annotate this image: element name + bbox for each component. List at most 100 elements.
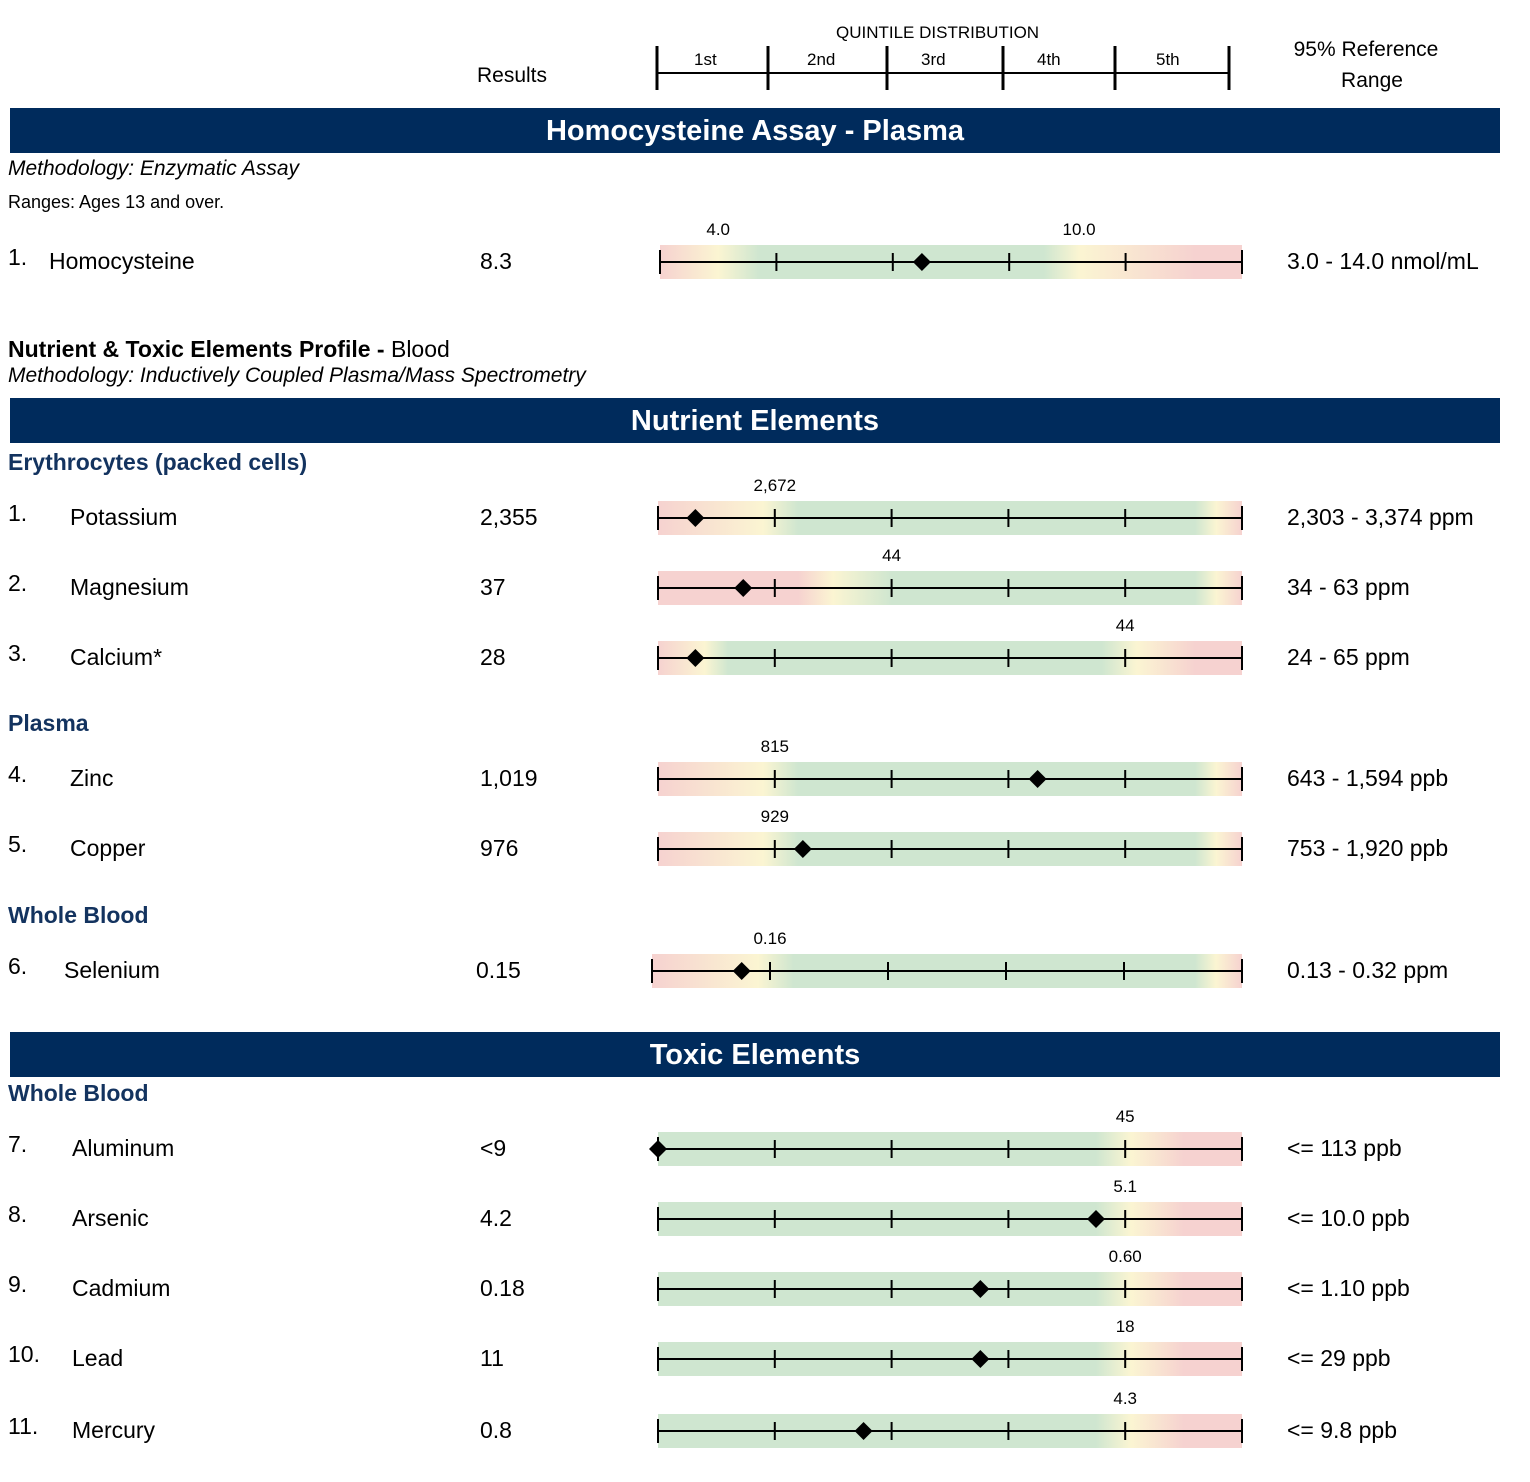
selenium-gauge	[651, 954, 1243, 988]
cadmium-result-marker	[971, 1280, 990, 1298]
subhead-whole-blood-nutrient: Whole Blood	[8, 902, 149, 928]
profile-title: Nutrient & Toxic Elements Profile - Bloo…	[8, 336, 450, 363]
homocysteine-result: 8.3	[480, 248, 512, 274]
lead-name: Lead	[72, 1345, 124, 1371]
lead-result-marker	[971, 1350, 990, 1368]
copper-result-marker	[793, 840, 812, 858]
selenium-reference-range: 0.13 - 0.32 ppm	[1287, 957, 1449, 983]
selenium-name: Selenium	[64, 957, 160, 983]
homocysteine-number: 1.	[8, 244, 28, 270]
reference-range-header-line2: Range	[1341, 69, 1403, 92]
profile-title-suffix: Blood	[390, 336, 450, 362]
cadmium-threshold-label: 0.60	[1108, 1247, 1142, 1266]
magnesium-gauge	[657, 571, 1243, 605]
lead-threshold-label: 18	[1115, 1317, 1135, 1336]
copper-threshold-label: 929	[760, 807, 789, 826]
lead-reference-range: <= 29 ppb	[1287, 1345, 1391, 1371]
reference-range-header-line1: 95% Reference	[1293, 38, 1439, 61]
calcium-result-marker	[686, 649, 705, 667]
quintile-label-1st: 1st	[694, 50, 717, 69]
subhead-plasma: Plasma	[8, 710, 89, 736]
aluminum-gauge	[649, 1132, 1243, 1166]
cadmium-name: Cadmium	[72, 1275, 171, 1301]
subhead-erythrocytes: Erythrocytes (packed cells)	[8, 449, 308, 475]
aluminum-result-marker	[649, 1140, 667, 1158]
magnesium-result: 37	[480, 574, 506, 600]
potassium-result: 2,355	[480, 504, 538, 530]
aluminum-result: <9	[480, 1135, 507, 1161]
cadmium-gauge	[657, 1272, 1243, 1306]
calcium-reference-range: 24 - 65 ppm	[1287, 644, 1410, 670]
calcium-number: 3.	[8, 640, 28, 666]
zinc-number: 4.	[8, 761, 28, 787]
mercury-threshold-label: 4.3	[1113, 1389, 1137, 1408]
magnesium-number: 2.	[8, 570, 28, 596]
mercury-name: Mercury	[72, 1417, 156, 1443]
selenium-number: 6.	[8, 953, 28, 979]
results-header: Results	[476, 64, 548, 87]
arsenic-number: 8.	[8, 1201, 28, 1227]
quintile-label-3rd: 3rd	[921, 50, 946, 69]
lead-gauge	[657, 1342, 1243, 1376]
aluminum-reference-range: <= 113 ppb	[1287, 1135, 1402, 1161]
calcium-result: 28	[480, 644, 506, 670]
nutrient-elements-banner: Nutrient Elements	[10, 398, 1500, 443]
magnesium-reference-range: 34 - 63 ppm	[1287, 574, 1410, 600]
quintile-label-4th: 4th	[1037, 50, 1061, 69]
calcium-threshold-label: 44	[1115, 616, 1135, 635]
quintile-label-5th: 5th	[1156, 50, 1180, 69]
zinc-gauge	[657, 762, 1243, 796]
potassium-threshold-label: 2,672	[753, 476, 797, 495]
lead-result: 11	[480, 1345, 504, 1371]
zinc-threshold-label: 815	[760, 737, 789, 756]
copper-gauge	[657, 832, 1243, 866]
profile-title-main: Nutrient & Toxic Elements Profile -	[8, 336, 391, 362]
mercury-result: 0.8	[480, 1417, 512, 1443]
zinc-name: Zinc	[70, 765, 114, 791]
arsenic-result-marker	[1087, 1210, 1105, 1228]
profile-methodology: Methodology: Inductively Coupled Plasma/…	[8, 364, 586, 387]
selenium-result-marker	[732, 962, 751, 980]
mercury-number: 11.	[8, 1413, 39, 1439]
toxic-elements-banner: Toxic Elements	[10, 1032, 1500, 1077]
selenium-threshold-label: 0.16	[753, 929, 787, 948]
copper-result: 976	[480, 835, 519, 861]
cadmium-result: 0.18	[480, 1275, 525, 1301]
copper-reference-range: 753 - 1,920 ppb	[1287, 835, 1449, 861]
cadmium-number: 9.	[8, 1271, 28, 1297]
potassium-gauge	[657, 501, 1243, 535]
calcium-gauge	[657, 641, 1243, 675]
ranges-note: Ranges: Ages 13 and over.	[8, 192, 225, 212]
homocysteine-result-marker	[912, 253, 931, 271]
homocysteine-gauge	[659, 245, 1243, 279]
potassium-reference-range: 2,303 - 3,374 ppm	[1287, 504, 1474, 530]
homocysteine-methodology: Methodology: Enzymatic Assay	[8, 157, 300, 180]
homocysteine-banner: Homocysteine Assay - Plasma	[10, 108, 1500, 153]
magnesium-threshold-label: 44	[882, 546, 902, 565]
quintile-scale	[655, 46, 1231, 90]
copper-number: 5.	[8, 831, 28, 857]
mercury-gauge	[657, 1414, 1243, 1448]
quintile-label-2nd: 2nd	[807, 50, 836, 69]
lead-number: 10.	[8, 1341, 40, 1367]
calcium-name: Calcium*	[70, 644, 163, 670]
homocysteine-threshold-label: 4.0	[706, 220, 730, 239]
mercury-reference-range: <= 9.8 ppb	[1287, 1417, 1397, 1443]
mercury-result-marker	[854, 1422, 873, 1440]
selenium-result: 0.15	[476, 957, 521, 983]
arsenic-result: 4.2	[480, 1205, 512, 1231]
magnesium-result-marker	[734, 579, 753, 597]
cadmium-reference-range: <= 1.10 ppb	[1287, 1275, 1410, 1301]
aluminum-number: 7.	[8, 1131, 28, 1157]
copper-name: Copper	[70, 835, 146, 861]
arsenic-name: Arsenic	[72, 1205, 149, 1231]
zinc-reference-range: 643 - 1,594 ppb	[1287, 765, 1449, 791]
arsenic-gauge	[657, 1202, 1243, 1236]
aluminum-name: Aluminum	[72, 1135, 175, 1161]
homocysteine-threshold-label: 10.0	[1062, 220, 1096, 239]
potassium-name: Potassium	[70, 504, 178, 530]
magnesium-name: Magnesium	[70, 574, 189, 600]
potassium-result-marker	[686, 509, 705, 527]
zinc-result-marker	[1028, 770, 1047, 788]
homocysteine-name: Homocysteine	[49, 248, 195, 274]
